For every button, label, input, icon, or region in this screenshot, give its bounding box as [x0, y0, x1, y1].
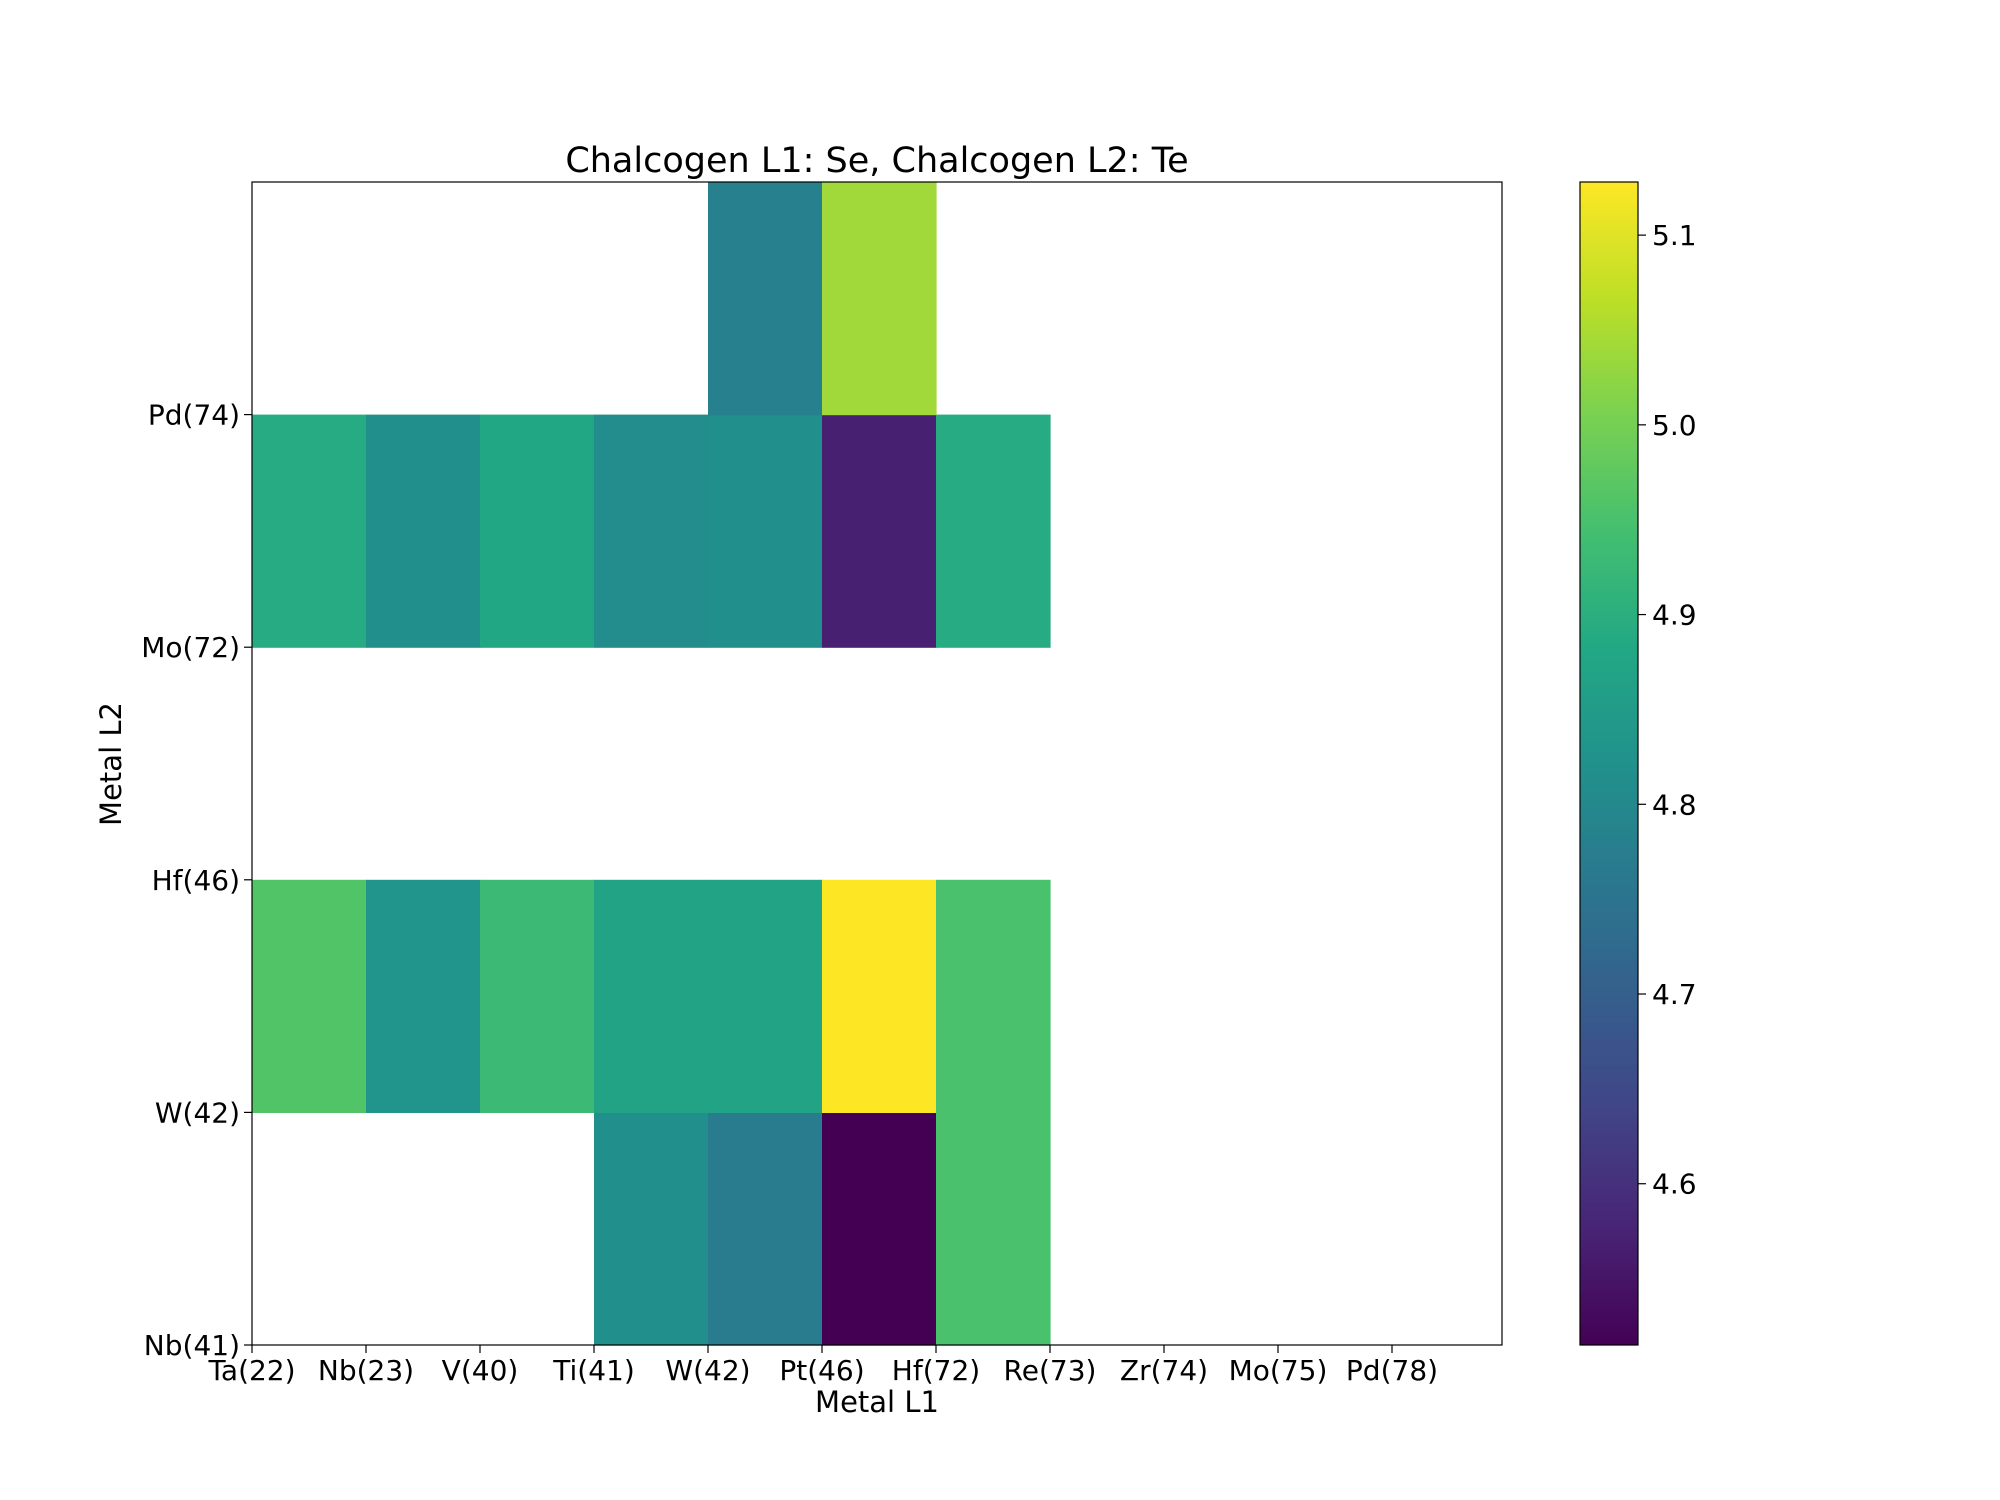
- y-tick-label: Mo(72): [141, 631, 240, 664]
- heatmap-cell: [936, 414, 1051, 648]
- heatmap-cell: [252, 414, 367, 648]
- y-tick-label: Pd(74): [148, 399, 240, 432]
- y-tick-label: W(42): [155, 1096, 240, 1129]
- x-tick-label: Mo(75): [1229, 1354, 1328, 1387]
- x-tick-label: Hf(72): [892, 1354, 980, 1387]
- x-axis-label: Metal L1: [815, 1385, 939, 1419]
- heatmap-cell: [708, 1112, 823, 1346]
- x-tick-label: Pd(78): [1346, 1354, 1438, 1387]
- heatmap-cell: [822, 879, 937, 1113]
- x-tick-label: Pt(46): [779, 1354, 864, 1387]
- x-tick-label: V(40): [442, 1354, 519, 1387]
- colorbar-tick-label: 4.7: [1652, 978, 1697, 1011]
- heatmap-cell: [936, 1112, 1051, 1346]
- colorbar-tick-label: 5.1: [1652, 219, 1697, 252]
- x-tick-label: Ta(22): [207, 1354, 295, 1387]
- x-tick-label: Nb(23): [318, 1354, 414, 1387]
- x-tick-label: W(42): [665, 1354, 750, 1387]
- heatmap-cell: [936, 879, 1051, 1113]
- heatmap-cell: [822, 1112, 937, 1346]
- colorbar-tick-label: 5.0: [1652, 409, 1697, 442]
- heatmap-cell: [822, 182, 937, 416]
- colorbar-gradient: [1579, 181, 1639, 1346]
- y-axis-ticks: Nb(41) W(42) Hf(46) Mo(72) Pd(74): [141, 399, 252, 1362]
- heatmap-cell: [480, 879, 595, 1113]
- heatmap-cells: [252, 182, 1051, 1346]
- y-tick-label: Nb(41): [144, 1329, 240, 1362]
- heatmap-cell: [252, 879, 367, 1113]
- x-tick-label: Ti(41): [552, 1354, 635, 1387]
- heatmap-cell: [708, 182, 823, 416]
- heatmap-cell: [594, 879, 709, 1113]
- colorbar-tick-label: 4.9: [1652, 599, 1697, 632]
- chart-title: Chalcogen L1: Se, Chalcogen L2: Te: [565, 141, 1188, 181]
- x-axis-ticks: Ta(22) Nb(23) V(40) Ti(41) W(42) Pt(46) Hf(72)…: [207, 1345, 1438, 1387]
- plot-frame: [251, 181, 1503, 1346]
- heatmap-cell: [708, 879, 823, 1113]
- heatmap-cell: [822, 414, 937, 648]
- heatmap-cell: [708, 414, 823, 648]
- colorbar-tick-label: 4.6: [1652, 1168, 1697, 1201]
- heatmap-cell: [366, 414, 481, 648]
- colorbar: 4.6 4.7 4.8 4.9 5.0 5.1: [1579, 181, 1697, 1346]
- y-tick-label: Hf(46): [152, 864, 240, 897]
- heatmap-cell: [366, 879, 481, 1113]
- heatmap-cell: [594, 414, 709, 648]
- heatmap-cell: [594, 1112, 709, 1346]
- heatmap-cell: [480, 414, 595, 648]
- colorbar-ticks: 4.6 4.7 4.8 4.9 5.0 5.1: [1638, 219, 1697, 1201]
- y-axis-label: Metal L2: [94, 702, 128, 826]
- x-tick-label: Zr(74): [1120, 1354, 1208, 1387]
- x-tick-label: Re(73): [1004, 1354, 1097, 1387]
- colorbar-tick-label: 4.8: [1652, 788, 1697, 821]
